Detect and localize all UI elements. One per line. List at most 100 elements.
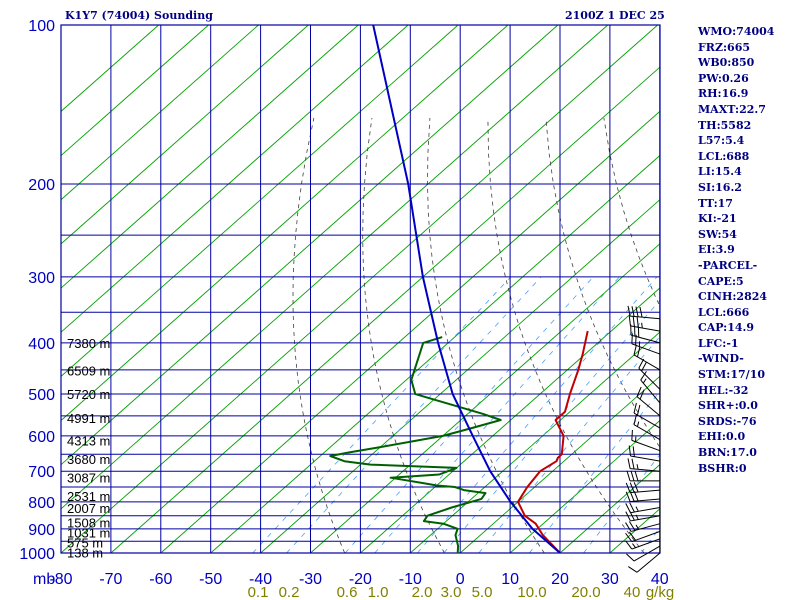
wind-barb-staff xyxy=(631,538,661,550)
mixing-ratio-label: 0.1 xyxy=(248,584,269,600)
stability-index: CAPE:5 xyxy=(698,274,744,288)
isotherm-line xyxy=(160,110,660,553)
isotherm-line xyxy=(61,25,209,157)
wind-barb xyxy=(633,344,661,371)
temperature-trace xyxy=(517,330,589,553)
height-label: 1031 m xyxy=(67,526,110,541)
wind-barb-staff xyxy=(630,455,661,462)
mixing-ratio-line xyxy=(583,453,660,553)
wind-barb xyxy=(625,521,661,532)
wind-barb-staff xyxy=(631,439,661,452)
stability-index: PW:0.26 xyxy=(698,71,749,85)
dry-adiabat-line xyxy=(487,117,645,553)
stability-index: LCL:688 xyxy=(698,149,750,163)
wind-barb-staff xyxy=(636,396,661,417)
wind-barb-half-flag xyxy=(635,514,639,520)
wind-barb-staff xyxy=(631,530,661,543)
temperature-tick-label: 10 xyxy=(501,571,519,588)
height-label: 575 m xyxy=(67,535,103,550)
sounding-traces xyxy=(329,25,589,553)
pressure-tick-label: 500 xyxy=(28,387,55,404)
wind-barb-flag xyxy=(628,521,636,531)
stability-index: FRZ:665 xyxy=(698,40,751,54)
temperature-tick-label: 0 xyxy=(456,571,465,588)
pressure-tick-label: 100 xyxy=(28,18,55,35)
wind-barb-half-flag xyxy=(636,464,639,470)
wind-barb-staff xyxy=(640,379,661,404)
dry-adiabat-line xyxy=(362,117,445,553)
stability-index: CAP:14.9 xyxy=(698,321,755,335)
stability-index: CINH:2824 xyxy=(698,290,768,304)
wind-barb-staff xyxy=(631,343,661,355)
parcel-trace xyxy=(372,25,561,553)
wind-barb-flag xyxy=(628,445,631,457)
stability-index: BRN:17.0 xyxy=(698,446,757,460)
wind-barb-flag xyxy=(629,491,635,502)
wind-barb-half-flag xyxy=(632,543,636,549)
wind-barb xyxy=(625,482,661,494)
height-label: 4313 m xyxy=(67,433,110,448)
temperature-tick-label: 30 xyxy=(601,571,619,588)
isotherm-line xyxy=(61,25,359,289)
stability-index: BSHR:0 xyxy=(698,461,747,475)
wind-barb xyxy=(628,315,661,332)
mixing-ratio-label: 1.0 xyxy=(368,584,389,600)
wind-barb xyxy=(625,538,661,550)
wind-barb-flag xyxy=(635,306,639,317)
stability-index: WB0:850 xyxy=(698,56,755,70)
wind-barb-flag xyxy=(631,429,633,441)
wind-barb-flag xyxy=(633,414,637,425)
background-grid xyxy=(61,25,800,553)
wind-barb-flag xyxy=(628,531,636,541)
wind-barb-flag xyxy=(630,470,635,481)
wind-barb-flag xyxy=(627,305,631,317)
height-label: 1508 m xyxy=(67,515,110,530)
stability-index: TH:5582 xyxy=(698,118,752,132)
mixing-ratio-line xyxy=(417,276,658,553)
isotherm-line xyxy=(61,25,259,201)
plot-frame xyxy=(60,24,661,554)
mixing-ratio-label: 5.0 xyxy=(472,584,493,600)
wind-barb-flag xyxy=(633,344,637,356)
isotherm-line xyxy=(110,66,660,553)
temperature-tick-label: 20 xyxy=(551,571,569,588)
stability-index: SHR+:0.0 xyxy=(698,399,758,413)
mixing-ratio-line xyxy=(374,276,620,553)
wind-barb-flag xyxy=(625,522,632,532)
wind-barb-half-flag xyxy=(635,524,640,530)
wind-barb-flag xyxy=(631,458,635,470)
wind-barb xyxy=(625,502,661,514)
temperature-tick-label: -20 xyxy=(349,571,372,588)
stability-index: LI:15.4 xyxy=(698,165,742,179)
pressure-tick-label: 800 xyxy=(28,495,55,512)
stability-index: -PARCEL- xyxy=(698,258,758,272)
wind-barb-staff xyxy=(630,468,661,472)
pressure-unit-label: mb xyxy=(33,571,55,588)
pressure-tick-label: 600 xyxy=(28,429,55,446)
height-label: 2007 m xyxy=(67,501,110,516)
stability-index-list: WMO:74004 FRZ:665 WB0:850 PW:0.26 RH:16.9 MAX… xyxy=(698,24,774,476)
stability-index: EHI:0.0 xyxy=(698,430,746,444)
stability-index: SRDS:-76 xyxy=(698,414,757,428)
dewpoint-trace xyxy=(329,336,502,553)
wind-barb-flag xyxy=(628,315,631,326)
isotherm-line xyxy=(61,25,309,245)
isotherm-line xyxy=(61,25,509,422)
wind-barb xyxy=(628,445,661,462)
wind-barb-staff xyxy=(630,489,661,494)
mixing-ratio-line xyxy=(478,335,660,553)
dry-adiabat-line xyxy=(778,118,800,553)
wind-barb-flag xyxy=(627,458,631,469)
wind-barb xyxy=(626,545,661,562)
wind-barb-flag xyxy=(636,404,641,416)
wind-barb-staff xyxy=(630,515,661,522)
temperature-tick-label: -80 xyxy=(49,571,72,588)
wind-barb xyxy=(640,371,661,404)
mixing-ratio-label: 40 xyxy=(624,584,641,600)
stability-index: LCL:666 xyxy=(698,305,750,319)
wind-barb xyxy=(626,470,660,482)
wind-barb-flag xyxy=(626,470,631,481)
wind-barb xyxy=(636,386,661,417)
wind-barb-staff xyxy=(638,367,661,390)
wind-barb xyxy=(625,490,661,503)
